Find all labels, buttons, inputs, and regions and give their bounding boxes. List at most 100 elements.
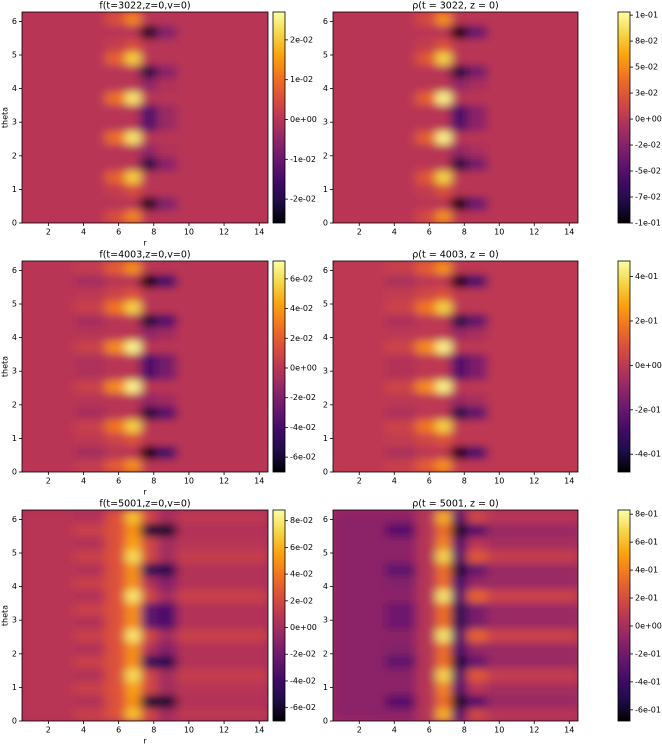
- chart-title: ρ(t = 3022, z = 0): [412, 1, 498, 12]
- heatmap-cell: [105, 549, 127, 564]
- heatmap-cell: [156, 38, 178, 53]
- heatmap-cell: [22, 91, 76, 105]
- heatmap-cell: [487, 366, 578, 381]
- heatmap-cell: [451, 458, 468, 472]
- heatmap-cell: [176, 419, 268, 433]
- heatmap-cell: [22, 589, 76, 603]
- heatmap-cell: [105, 274, 127, 288]
- heatmap-cell: [385, 536, 417, 551]
- colorbar-tick-label: 3e-02: [635, 89, 658, 98]
- heatmap-cell: [487, 419, 578, 433]
- heatmap-cell: [436, 523, 452, 537]
- x-tick-label: 4: [81, 726, 86, 735]
- heatmap-cell: [176, 589, 268, 603]
- heatmap-cell: [466, 694, 488, 709]
- heatmap-cell: [125, 91, 142, 105]
- heatmap-cell: [416, 196, 437, 211]
- heatmap-cell: [466, 64, 488, 79]
- heatmap-cell: [466, 261, 488, 275]
- heatmap-cell: [333, 209, 386, 223]
- heatmap-cell: [105, 432, 127, 447]
- heatmap-cell: [466, 536, 488, 551]
- heatmap-cell: [451, 366, 468, 381]
- colorbar-tick-label: -2e-01: [635, 405, 661, 414]
- heatmap-cell: [487, 536, 578, 551]
- heatmap-cell: [333, 694, 386, 709]
- heatmap-cell: [105, 340, 127, 354]
- heatmap-cell: [140, 615, 157, 630]
- heatmap-cell: [436, 366, 452, 381]
- y-tick-label: 0: [323, 468, 328, 477]
- heatmap-cell: [436, 12, 452, 26]
- heatmap-cell: [333, 628, 386, 643]
- heatmap-cell: [416, 274, 437, 288]
- heatmap-cell: [125, 681, 142, 696]
- heatmap-cell: [125, 589, 142, 603]
- heatmap-cell: [105, 77, 127, 92]
- colorbar-tick-label: 0e+00: [290, 363, 317, 372]
- heatmap-cell: [105, 209, 127, 223]
- y-tick-label: 5: [323, 300, 328, 309]
- colorbar: [617, 509, 631, 722]
- heatmap-cell: [105, 300, 127, 315]
- colorbar-tick-label: 6e-02: [290, 543, 313, 552]
- heatmap-cell: [416, 432, 437, 447]
- heatmap-cell: [125, 655, 142, 669]
- heatmap-cell: [333, 392, 386, 407]
- x-tick-label: 6: [116, 477, 121, 486]
- colorbar-tick-label: 2e-02: [290, 35, 313, 44]
- heatmap-cell: [176, 77, 268, 92]
- heatmap-cell: [176, 25, 268, 39]
- heatmap-cell: [125, 668, 142, 682]
- heatmap-cell: [436, 51, 452, 66]
- heatmap-cell: [487, 379, 578, 394]
- heatmap-cell: [74, 274, 106, 288]
- heatmap-cell: [451, 209, 468, 223]
- heatmap-cell: [125, 562, 142, 577]
- heatmap-cell: [156, 261, 178, 275]
- heatmap-cell: [333, 655, 386, 669]
- x-tick-label: 14: [254, 477, 264, 486]
- heatmap-cells: [22, 510, 268, 721]
- heatmap-cell: [74, 326, 106, 341]
- heatmap-cell: [416, 104, 437, 118]
- heatmap-cell: [22, 366, 76, 381]
- heatmap-cell: [487, 353, 578, 367]
- y-tick-label: 4: [12, 582, 17, 591]
- x-tick-label: 8: [151, 477, 156, 486]
- heatmap: [333, 12, 578, 223]
- heatmap-cell: [105, 117, 127, 132]
- heatmap-cell: [333, 287, 386, 302]
- y-tick-label: 0: [12, 468, 17, 477]
- heatmap-cell: [416, 143, 437, 158]
- heatmap-cell: [74, 641, 106, 656]
- heatmap-cell: [385, 707, 417, 721]
- heatmap-cell: [74, 392, 106, 407]
- y-tick-label: 3: [323, 118, 328, 127]
- x-tick-label: 2: [357, 726, 362, 735]
- heatmap-cell: [333, 313, 386, 328]
- heatmap-cell: [22, 196, 76, 211]
- plot-frame: [21, 509, 269, 722]
- heatmap-cell: [176, 694, 268, 709]
- heatmap-cell: [466, 510, 488, 524]
- heatmap-cell: [140, 668, 157, 682]
- heatmap-cell: [451, 170, 468, 184]
- heatmap-cell: [487, 51, 578, 66]
- heatmap-cell: [487, 12, 578, 26]
- heatmap-cell: [451, 104, 468, 118]
- y-axis-label: theta: [1, 356, 10, 377]
- heatmap-cell: [333, 326, 386, 341]
- colorbar-tick-label: -6e-02: [290, 453, 316, 462]
- heatmap-cell: [22, 668, 76, 682]
- heatmap-cell: [156, 104, 178, 118]
- heatmap-cell: [333, 157, 386, 171]
- heatmap-cell: [22, 130, 76, 145]
- colorbar-tick-label: 2e-01: [635, 316, 658, 325]
- heatmap-cell: [333, 510, 386, 524]
- x-tick-label: 8: [151, 228, 156, 237]
- colorbar-tick-label: -2e-02: [290, 393, 316, 402]
- colorbar-tick-label: -2e-02: [290, 195, 316, 204]
- heatmap-cell: [416, 641, 437, 656]
